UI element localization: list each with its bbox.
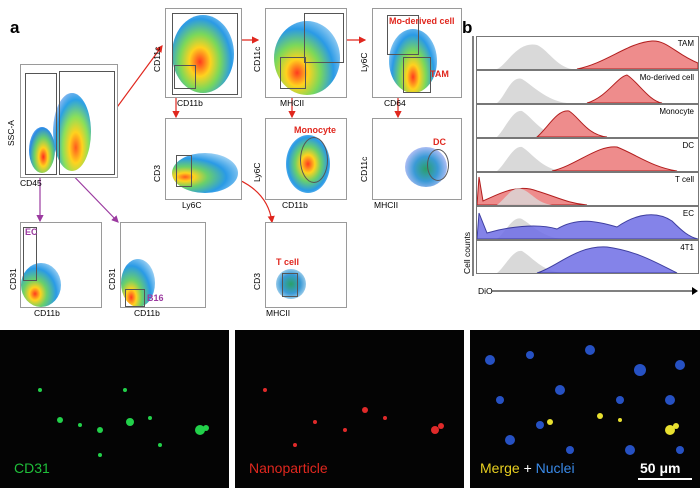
plot-cd31-cd11b-ec: EC [20,222,102,308]
gate-tam: TAM [430,69,449,79]
scale-bar-label: 50 μm [640,460,681,476]
label-nuclei: Nuclei [535,460,575,476]
axis-label-cd11b-2: CD11b [282,200,308,210]
dio-axis-arrow [492,287,698,295]
axis-label-cd11b-1: CD11b [177,98,203,108]
plot-cd31-cd11b-b16: B16 [120,222,206,308]
axis-label-dio: DiO [478,286,493,296]
histogram-row-ec: EC [476,206,699,240]
micro-cd31: CD31 [0,330,229,488]
plot-cd3-mhcii-tcell: T cell [265,222,347,308]
gate-t-cell: T cell [276,257,300,267]
axis-label-cd11c-1: CD11c [152,46,162,72]
axis-label-mhcii-3: MHCII [266,308,291,318]
axis-label-cd11b-4: CD11b [134,308,160,318]
axis-label-cd64: CD64 [384,98,406,108]
gate-ec: EC [25,227,38,237]
label-plus: + [523,460,532,476]
axis-label-ly6c-1: Ly6C [359,52,369,72]
plot-cd11c-mhcii [265,8,347,98]
gate-monocyte: Monocyte [294,125,337,135]
axis-label-cd11c-2: CD11c [252,46,262,72]
micro-nanoparticle: Nanoparticle [235,330,464,488]
label-cd31: CD31 [14,460,50,476]
histogram-row-4t1: 4T1 [476,240,699,274]
plot-ly6c-cd11b: Monocyte [265,118,347,200]
gate-dc: DC [433,137,446,147]
histogram-y-axis [472,36,474,276]
micro-merge: Merge + Nuclei 50 μm [470,330,700,488]
panel-label-a: a [10,18,20,37]
gate-mo-derived: Mo-derived cell [389,16,455,26]
axis-label-mhcii-2: MHCII [374,200,399,210]
panel-label-b: b [462,18,473,37]
label-nanoparticle: Nanoparticle [249,460,328,476]
gate-b16: B16 [147,293,164,303]
axis-label-ly6c-2: Ly6C [182,200,202,210]
axis-label-cd11c-3: CD11c [359,156,369,182]
histogram-row-monocyte: Monocyte [476,104,699,138]
label-merge: Merge [480,460,520,476]
plot-ly6c-cd64: Mo-derived cell TAM [372,8,462,98]
plot-cd3-ly6c [165,118,242,200]
plot-ssc-cd45 [20,64,118,178]
histogram-row-dc: DC [476,138,699,172]
histogram-row-tam: TAM [476,36,699,70]
plot-cd11c-mhcii-dc: DC [372,118,462,200]
label-merge-nuclei: Merge + Nuclei [480,460,575,476]
scale-bar [638,478,692,480]
axis-label-mhcii-1: MHCII [280,98,305,108]
axis-label-cd3-1: CD3 [152,164,162,182]
axis-label-cell-counts: Cell counts [462,231,472,274]
axis-label-cd3-2: CD3 [252,272,262,290]
axis-label-ssc: SSC-A [6,120,16,146]
axis-label-cd31-2: CD31 [107,268,117,290]
axis-label-cd45: CD45 [20,178,42,188]
axis-label-ly6c-3: Ly6C [252,162,262,182]
plot-cd11c-cd11b [165,8,242,98]
histogram-row-mo-derived: Mo-derived cell [476,70,699,104]
axis-label-cd11b-3: CD11b [34,308,60,318]
axis-label-cd31-1: CD31 [8,268,18,290]
histogram-row-t-cell: T cell [476,172,699,206]
